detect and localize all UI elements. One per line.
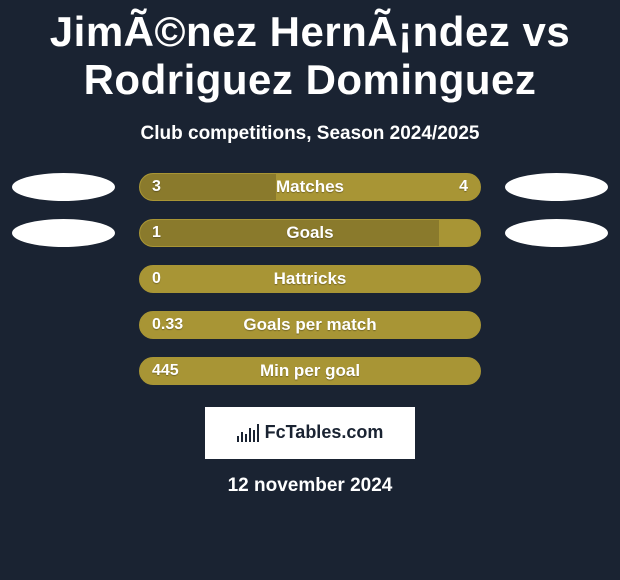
stat-bar: Goals1 [139, 219, 481, 247]
stat-right-value: 4 [459, 174, 468, 200]
stat-row: Min per goal445 [0, 357, 620, 385]
stat-left-value: 3 [152, 174, 161, 200]
stats-container: Matches3 4 Goals1 Hattricks0 Goals per match… [0, 173, 620, 385]
stat-left-value: 0 [152, 266, 161, 292]
stat-row: Goals per match0.33 [0, 311, 620, 339]
player-right-oval [505, 173, 608, 201]
page-title: JimÃ©nez HernÃ¡ndez vs Rodriguez Domingu… [0, 0, 620, 105]
stat-label: Matches [140, 174, 480, 200]
stat-label: Hattricks [140, 266, 480, 292]
player-left-oval [12, 173, 115, 201]
bar-chart-icon [237, 424, 259, 442]
subtitle: Club competitions, Season 2024/2025 [0, 123, 620, 145]
stat-bar: Min per goal445 [139, 357, 481, 385]
stat-row: Hattricks0 [0, 265, 620, 293]
logo-text: FcTables.com [265, 422, 384, 443]
stat-bar: Matches3 4 [139, 173, 481, 201]
stat-left-value: 445 [152, 358, 179, 384]
stat-bar: Hattricks0 [139, 265, 481, 293]
footer-date: 12 november 2024 [0, 475, 620, 497]
stat-label: Goals [140, 220, 480, 246]
stat-bar: Goals per match0.33 [139, 311, 481, 339]
stat-left-value: 0.33 [152, 312, 183, 338]
stat-left-value: 1 [152, 220, 161, 246]
player-right-oval [505, 219, 608, 247]
stat-row: Matches3 4 [0, 173, 620, 201]
stat-row: Goals1 [0, 219, 620, 247]
footer-logo: FcTables.com [205, 407, 415, 459]
player-left-oval [12, 219, 115, 247]
stat-label: Min per goal [140, 358, 480, 384]
stat-label: Goals per match [140, 312, 480, 338]
